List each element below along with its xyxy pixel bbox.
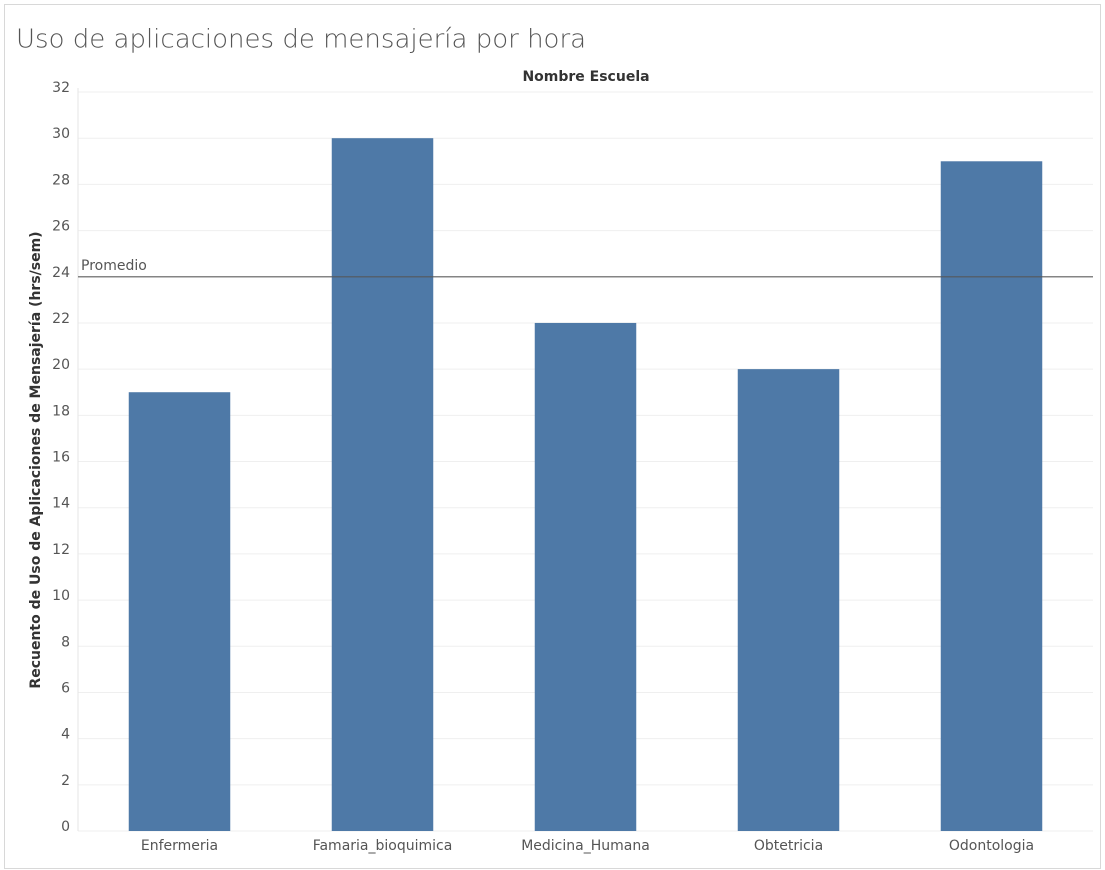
- x-tick-label: Enfermeria: [141, 838, 218, 854]
- y-tick-label: 24: [52, 265, 70, 281]
- y-tick-label: 2: [61, 773, 70, 789]
- y-tick-label: 14: [52, 496, 70, 512]
- y-tick-label: 8: [61, 634, 70, 650]
- y-tick-label: 4: [61, 727, 70, 743]
- x-tick-label: Famaria_bioquimica: [313, 838, 453, 854]
- y-tick-label: 32: [52, 80, 70, 96]
- y-tick-label: 6: [61, 680, 70, 696]
- chart-title: Uso de aplicaciones de mensajería por ho…: [16, 25, 586, 55]
- bar: [331, 138, 434, 831]
- bar: [737, 369, 840, 831]
- x-tick-label: Medicina_Humana: [521, 838, 650, 854]
- x-tick-label: Odontologia: [949, 838, 1034, 854]
- y-tick-label: 20: [52, 357, 70, 373]
- bar: [534, 322, 637, 831]
- y-tick-label: 28: [52, 172, 70, 188]
- y-tick-label: 12: [52, 542, 70, 558]
- reference-label: Promedio: [81, 258, 147, 274]
- y-tick-label: 22: [52, 311, 70, 327]
- bar: [940, 161, 1043, 831]
- bar: [128, 392, 231, 831]
- x-tick-label: Obtetricia: [754, 838, 823, 854]
- y-tick-label: 16: [52, 450, 70, 466]
- y-tick-label: 26: [52, 219, 70, 235]
- y-tick-label: 10: [52, 588, 70, 604]
- y-tick-label: 18: [52, 403, 70, 419]
- x-header: Nombre Escuela: [522, 69, 649, 85]
- y-tick-label: 0: [61, 819, 70, 835]
- y-axis-label: Recuento de Uso de Aplicaciones de Mensa…: [28, 231, 44, 688]
- y-tick-label: 30: [52, 126, 70, 142]
